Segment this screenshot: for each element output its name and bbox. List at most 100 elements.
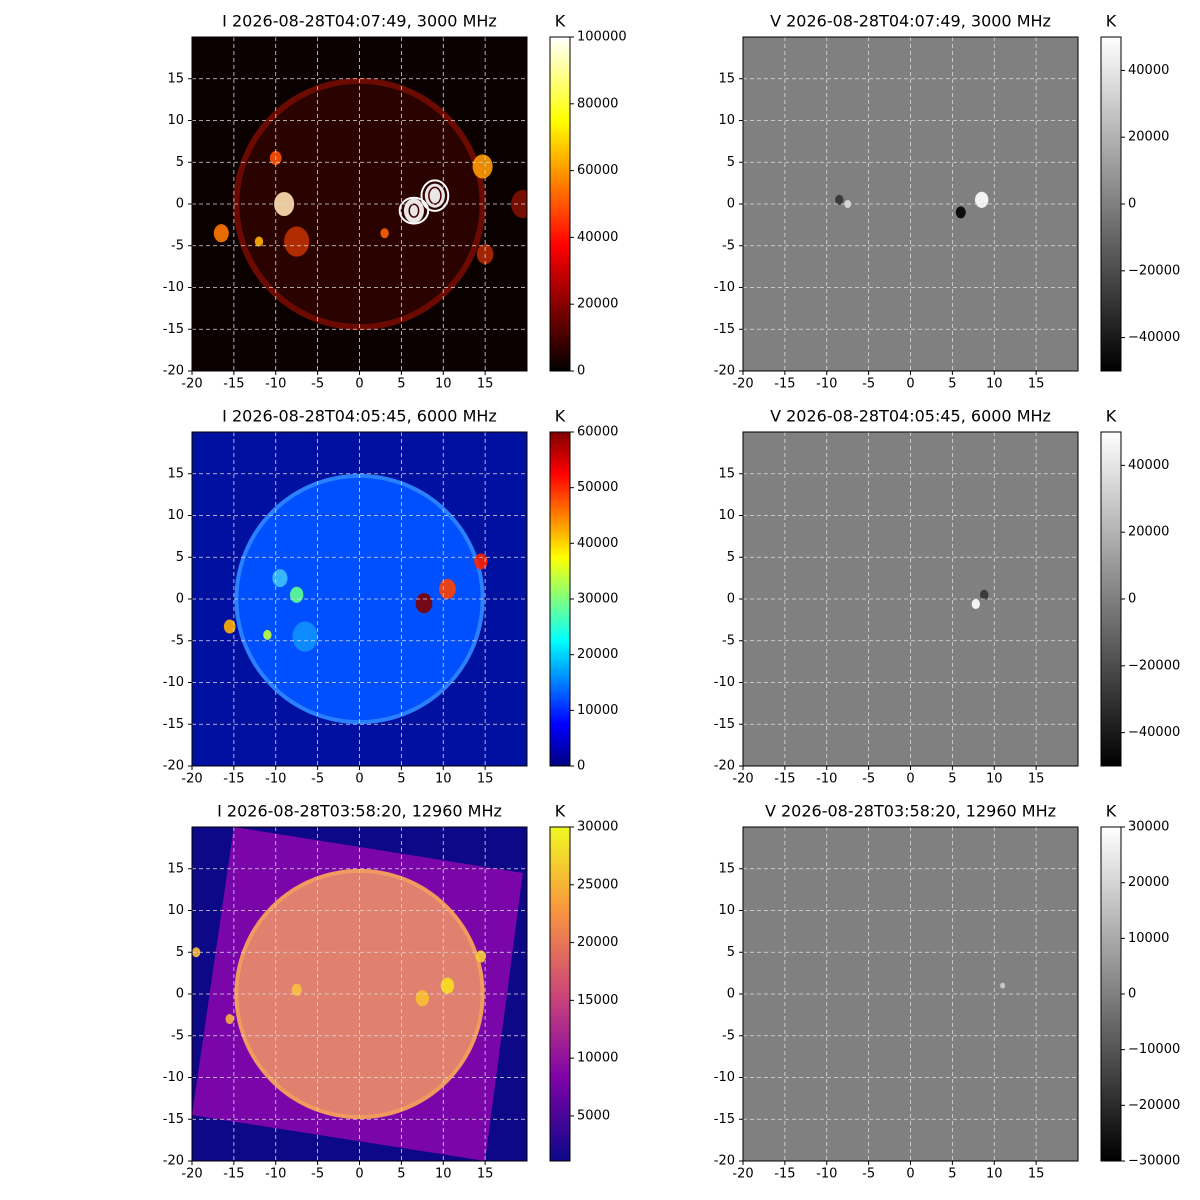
source (289, 586, 304, 603)
x-tick-label: -20 (732, 377, 753, 392)
y-tick-label: -15 (714, 1112, 735, 1127)
source (380, 228, 389, 239)
colorbar-tick-label: −10000 (1128, 1042, 1180, 1057)
x-tick-label: 5 (397, 377, 405, 392)
y-tick-label: -20 (163, 759, 184, 774)
colorbar-tick-label: −30000 (1128, 1154, 1180, 1169)
colorbar-tick-label: 20000 (577, 935, 618, 950)
source (263, 629, 272, 640)
colorbar-tick-label: 0 (577, 759, 585, 774)
colorbar-tick-label: 40000 (577, 536, 618, 551)
y-tick-label: 5 (727, 155, 735, 170)
image (192, 432, 527, 766)
y-tick-label: 5 (727, 945, 735, 960)
colorbar-tick-label: 30000 (1128, 820, 1169, 835)
y-tick-label: -5 (722, 238, 735, 253)
source (223, 619, 236, 634)
y-tick-label: 15 (167, 71, 184, 86)
image (743, 827, 1078, 1161)
colorbar (549, 826, 571, 1162)
colorbar-tick-label: 100000 (577, 30, 627, 45)
source (284, 226, 310, 257)
colorbar (1100, 826, 1122, 1162)
contour (398, 196, 430, 225)
y-tick-label: 10 (167, 903, 184, 918)
contour (420, 179, 450, 212)
source (511, 189, 527, 219)
colorbar-tick-label: 15000 (577, 993, 618, 1008)
colorbar-tick-label: 0 (1128, 592, 1136, 607)
colorbar-label: K (555, 802, 566, 821)
x-tick-label: 5 (948, 377, 956, 392)
colorbar-tick-label: 20000 (1128, 525, 1169, 540)
x-tick-label: -10 (816, 1167, 837, 1182)
y-tick-label: 5 (727, 550, 735, 565)
x-tick-label: -10 (816, 772, 837, 787)
x-tick-label: -5 (311, 772, 324, 787)
colorbar-tick-label: 40000 (1128, 458, 1169, 473)
colorbar-tick-label: 0 (577, 364, 585, 379)
y-tick-label: -20 (163, 1154, 184, 1169)
source (955, 206, 966, 219)
x-tick-label: 0 (355, 377, 363, 392)
x-tick-label: -15 (223, 377, 244, 392)
image-background (743, 432, 1078, 766)
colorbar-tick-label: 30000 (577, 820, 618, 835)
axes-frame (191, 826, 528, 1162)
y-tick-label: -15 (163, 717, 184, 732)
contour (428, 186, 442, 205)
source (213, 224, 229, 243)
x-tick-label: 10 (435, 377, 452, 392)
y-tick-label: 15 (167, 861, 184, 876)
y-tick-label: -20 (714, 364, 735, 379)
x-tick-label: -5 (311, 377, 324, 392)
axes-frame (742, 826, 1079, 1162)
colorbar-tick-label: −20000 (1128, 1098, 1180, 1113)
image (743, 37, 1078, 371)
colorbar-tick-label: 0 (1128, 987, 1136, 1002)
y-tick-label: -5 (171, 633, 184, 648)
axes-frame (191, 36, 528, 372)
panel: -20 -15 -10 -5 0 5 10 15 -20 -15 -10 -5 0 5 10 15 I 2026… (163, 802, 619, 1182)
y-tick-label: -20 (714, 1154, 735, 1169)
panel-title: I 2026-08-28T04:07:49, 3000 MHz (222, 12, 497, 31)
y-tick-label: 5 (176, 550, 184, 565)
x-tick-label: -15 (774, 1167, 795, 1182)
x-tick-label: 15 (1028, 1167, 1045, 1182)
x-tick-label: -20 (732, 772, 753, 787)
colorbar-tick-label: 20000 (1128, 875, 1169, 890)
image-background (743, 827, 1078, 1161)
colorbar-tick-label: −20000 (1128, 263, 1180, 278)
y-tick-label: -15 (163, 322, 184, 337)
source (272, 569, 288, 588)
colorbar-tick-label: −40000 (1128, 330, 1180, 345)
colorbar-tick-label: 0 (1128, 197, 1136, 212)
x-tick-label: -5 (311, 1167, 324, 1182)
colorbar-tick-label: 40000 (577, 230, 618, 245)
x-tick-label: 0 (906, 377, 914, 392)
source (980, 589, 989, 600)
x-tick-label: 15 (477, 377, 494, 392)
x-tick-label: 0 (906, 772, 914, 787)
colorbar-tick-label: 10000 (1128, 931, 1169, 946)
source (1000, 982, 1006, 989)
x-tick-label: -5 (862, 1167, 875, 1182)
colorbar-label: K (555, 12, 566, 31)
colorbar-tick-label: 80000 (577, 96, 618, 111)
x-tick-label: 10 (435, 1167, 452, 1182)
x-tick-label: -10 (265, 772, 286, 787)
y-tick-label: -5 (722, 1028, 735, 1043)
x-tick-label: -10 (816, 377, 837, 392)
colorbar-tick-label: 60000 (577, 425, 618, 440)
x-tick-label: 15 (477, 1167, 494, 1182)
y-tick-label: -5 (722, 633, 735, 648)
source (974, 191, 989, 208)
source (415, 593, 433, 614)
colorbar (1100, 431, 1122, 767)
y-tick-label: -10 (163, 280, 184, 295)
y-tick-label: -5 (171, 1028, 184, 1043)
panel: -20 -15 -10 -5 0 5 10 15 -20 -15 -10 -5 0 5 10 15 V 2026… (714, 407, 1180, 787)
colorbar-tick-label: 50000 (577, 480, 618, 495)
y-tick-label: 0 (176, 592, 184, 607)
y-tick-label: -10 (714, 280, 735, 295)
